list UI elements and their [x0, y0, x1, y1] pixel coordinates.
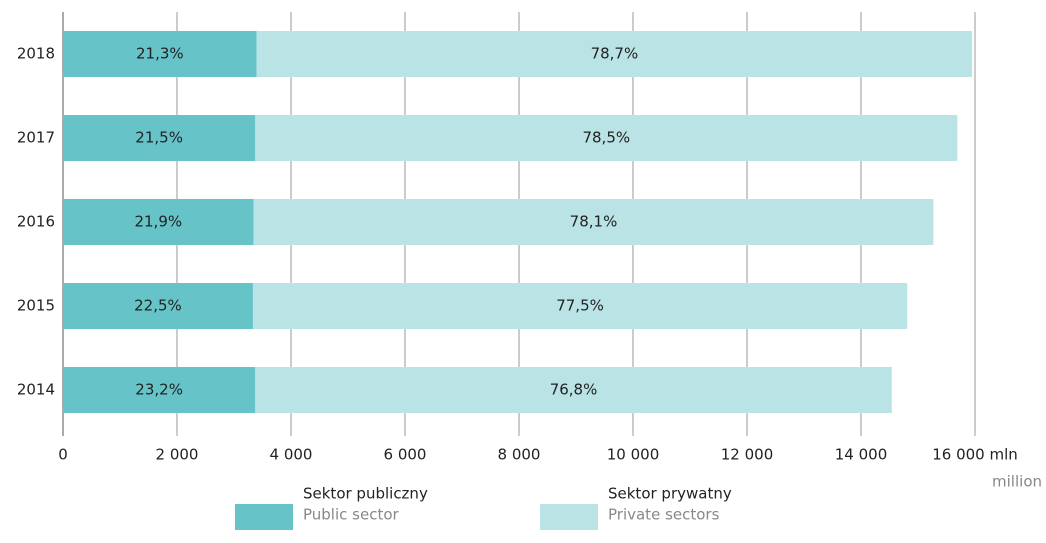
value-label: 21,3%	[136, 45, 184, 63]
bar-segment	[63, 367, 256, 413]
y-tick-label: 2016	[17, 213, 55, 231]
x-tick-label: 2 000	[156, 446, 199, 464]
legend-label: Sektor publiczny	[303, 485, 428, 503]
bar-segment	[63, 31, 257, 77]
bar-segment	[63, 115, 256, 161]
bar-segment	[255, 367, 892, 413]
value-label: 78,5%	[582, 129, 630, 147]
bar-segment	[255, 115, 958, 161]
legend-label-en: Public sector	[303, 506, 400, 524]
x-tick-label: 14 000	[835, 446, 888, 464]
value-label: 21,9%	[134, 213, 182, 231]
value-label: 78,1%	[570, 213, 618, 231]
y-tick-label: 2015	[17, 297, 55, 315]
value-label: 21,5%	[135, 129, 183, 147]
value-label: 76,8%	[550, 381, 598, 399]
y-tick-label: 2018	[17, 45, 55, 63]
x-tick-label: 10 000	[607, 446, 660, 464]
legend-swatch	[235, 504, 293, 530]
x-tick-label: 0	[58, 446, 68, 464]
value-label: 23,2%	[135, 381, 183, 399]
value-label: 22,5%	[134, 297, 182, 315]
x-tick-label: 16 000 mln	[932, 446, 1018, 464]
bar-segment	[252, 283, 908, 329]
legend-swatch	[540, 504, 598, 530]
legend-label: Sektor prywatny	[608, 485, 732, 503]
y-tick-label: 2014	[17, 381, 55, 399]
bar-segment	[253, 199, 934, 245]
x-unit: million	[992, 473, 1042, 491]
y-tick-label: 2017	[17, 129, 55, 147]
value-label: 77,5%	[556, 297, 604, 315]
legend-label-en: Private sectors	[608, 506, 720, 524]
bar-segment	[63, 283, 253, 329]
value-label: 78,7%	[591, 45, 639, 63]
x-tick-label: 12 000	[721, 446, 774, 464]
x-tick-label: 6 000	[384, 446, 427, 464]
bar-segment	[63, 199, 254, 245]
x-tick-label: 8 000	[498, 446, 541, 464]
bar-segment	[256, 31, 973, 77]
x-tick-label: 4 000	[270, 446, 313, 464]
